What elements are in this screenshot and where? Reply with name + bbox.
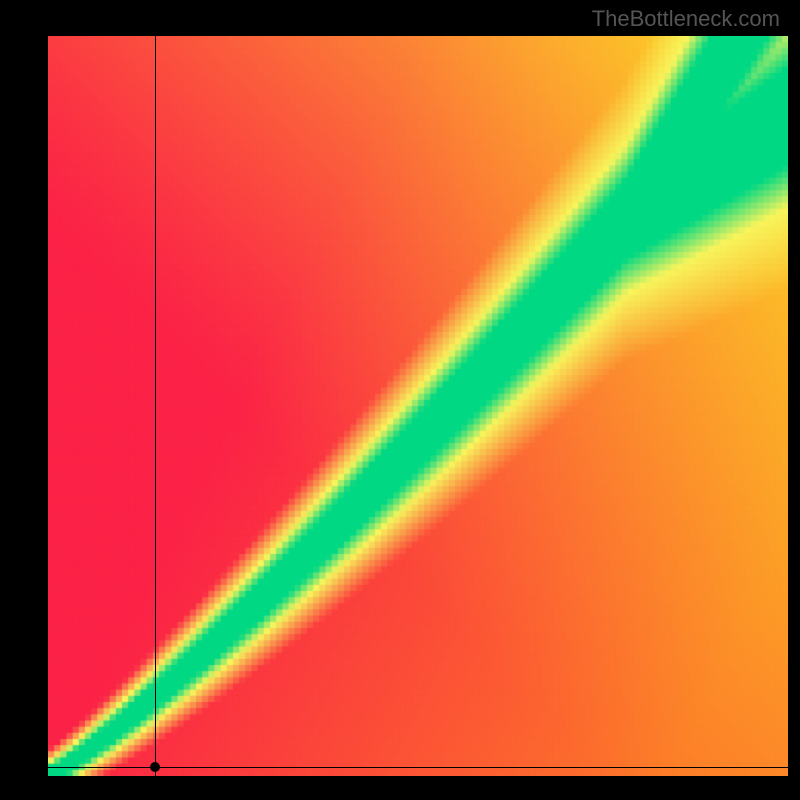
chart-frame: TheBottleneck.com: [0, 0, 800, 800]
attribution-label: TheBottleneck.com: [592, 6, 780, 32]
bottleneck-heatmap: [48, 36, 788, 776]
marker-vertical-line: [155, 36, 156, 776]
